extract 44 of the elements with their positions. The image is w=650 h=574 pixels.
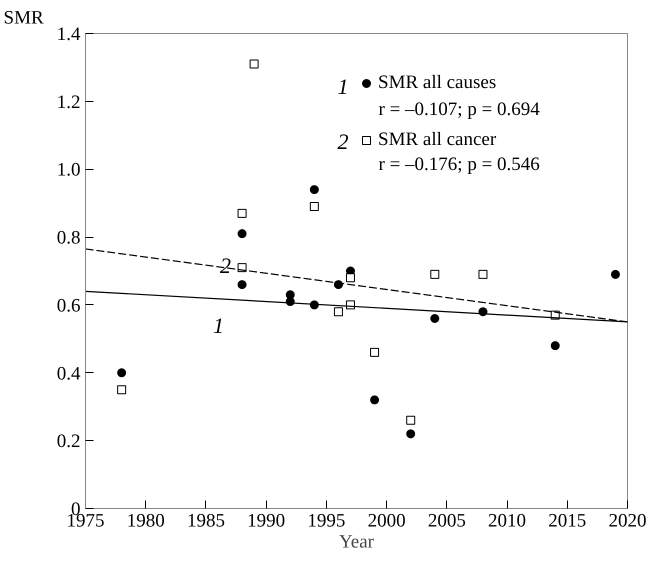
point bbox=[250, 60, 259, 69]
x-tick-label: 2000 bbox=[368, 510, 406, 532]
point bbox=[370, 348, 380, 357]
y-tick-label: 1.4 bbox=[56, 24, 81, 45]
y-tick-label: 1.2 bbox=[56, 92, 80, 113]
point bbox=[610, 270, 620, 279]
x-tick-label: 2010 bbox=[488, 510, 526, 532]
point bbox=[430, 270, 440, 279]
point bbox=[478, 270, 488, 279]
point bbox=[117, 368, 126, 378]
x-tick-label: 2015 bbox=[548, 510, 586, 532]
point bbox=[238, 208, 247, 218]
point bbox=[310, 185, 319, 194]
x-tick-label: 2005 bbox=[428, 510, 466, 532]
y-tick-label: 0.4 bbox=[56, 363, 81, 384]
y-tick-label: 0.2 bbox=[56, 431, 80, 452]
point bbox=[406, 416, 416, 425]
y-axis-title: SMR bbox=[4, 8, 44, 28]
point bbox=[238, 280, 247, 290]
point bbox=[370, 395, 380, 404]
x-tick-label: 2020 bbox=[608, 510, 646, 532]
point bbox=[346, 273, 355, 282]
legend-label: SMR all causes bbox=[378, 72, 496, 94]
x-tick-label: 1980 bbox=[126, 510, 165, 532]
y-tick-label: 1.0 bbox=[56, 160, 80, 181]
point bbox=[238, 229, 247, 238]
legend-label: SMR all cancer bbox=[378, 129, 496, 151]
annotation: 1 bbox=[213, 313, 224, 338]
annotation: r = –0.176; p = 0.546 bbox=[378, 154, 540, 175]
point bbox=[310, 202, 319, 212]
annotation: r = –0.107; p = 0.694 bbox=[378, 99, 540, 120]
point bbox=[550, 341, 560, 350]
x-tick-label: 1990 bbox=[247, 510, 286, 532]
point bbox=[406, 429, 416, 438]
y-tick-label: 0.6 bbox=[56, 295, 80, 316]
point bbox=[117, 385, 126, 394]
x-tick-label: 1995 bbox=[307, 510, 346, 532]
annotation: 2 bbox=[338, 129, 348, 154]
y-tick-label: 0.8 bbox=[56, 228, 80, 249]
point bbox=[334, 307, 343, 316]
annotation: 1 bbox=[338, 74, 348, 99]
x-axis-title: Year bbox=[338, 532, 375, 552]
x-tick-label: 1985 bbox=[186, 510, 225, 532]
point bbox=[430, 314, 440, 323]
